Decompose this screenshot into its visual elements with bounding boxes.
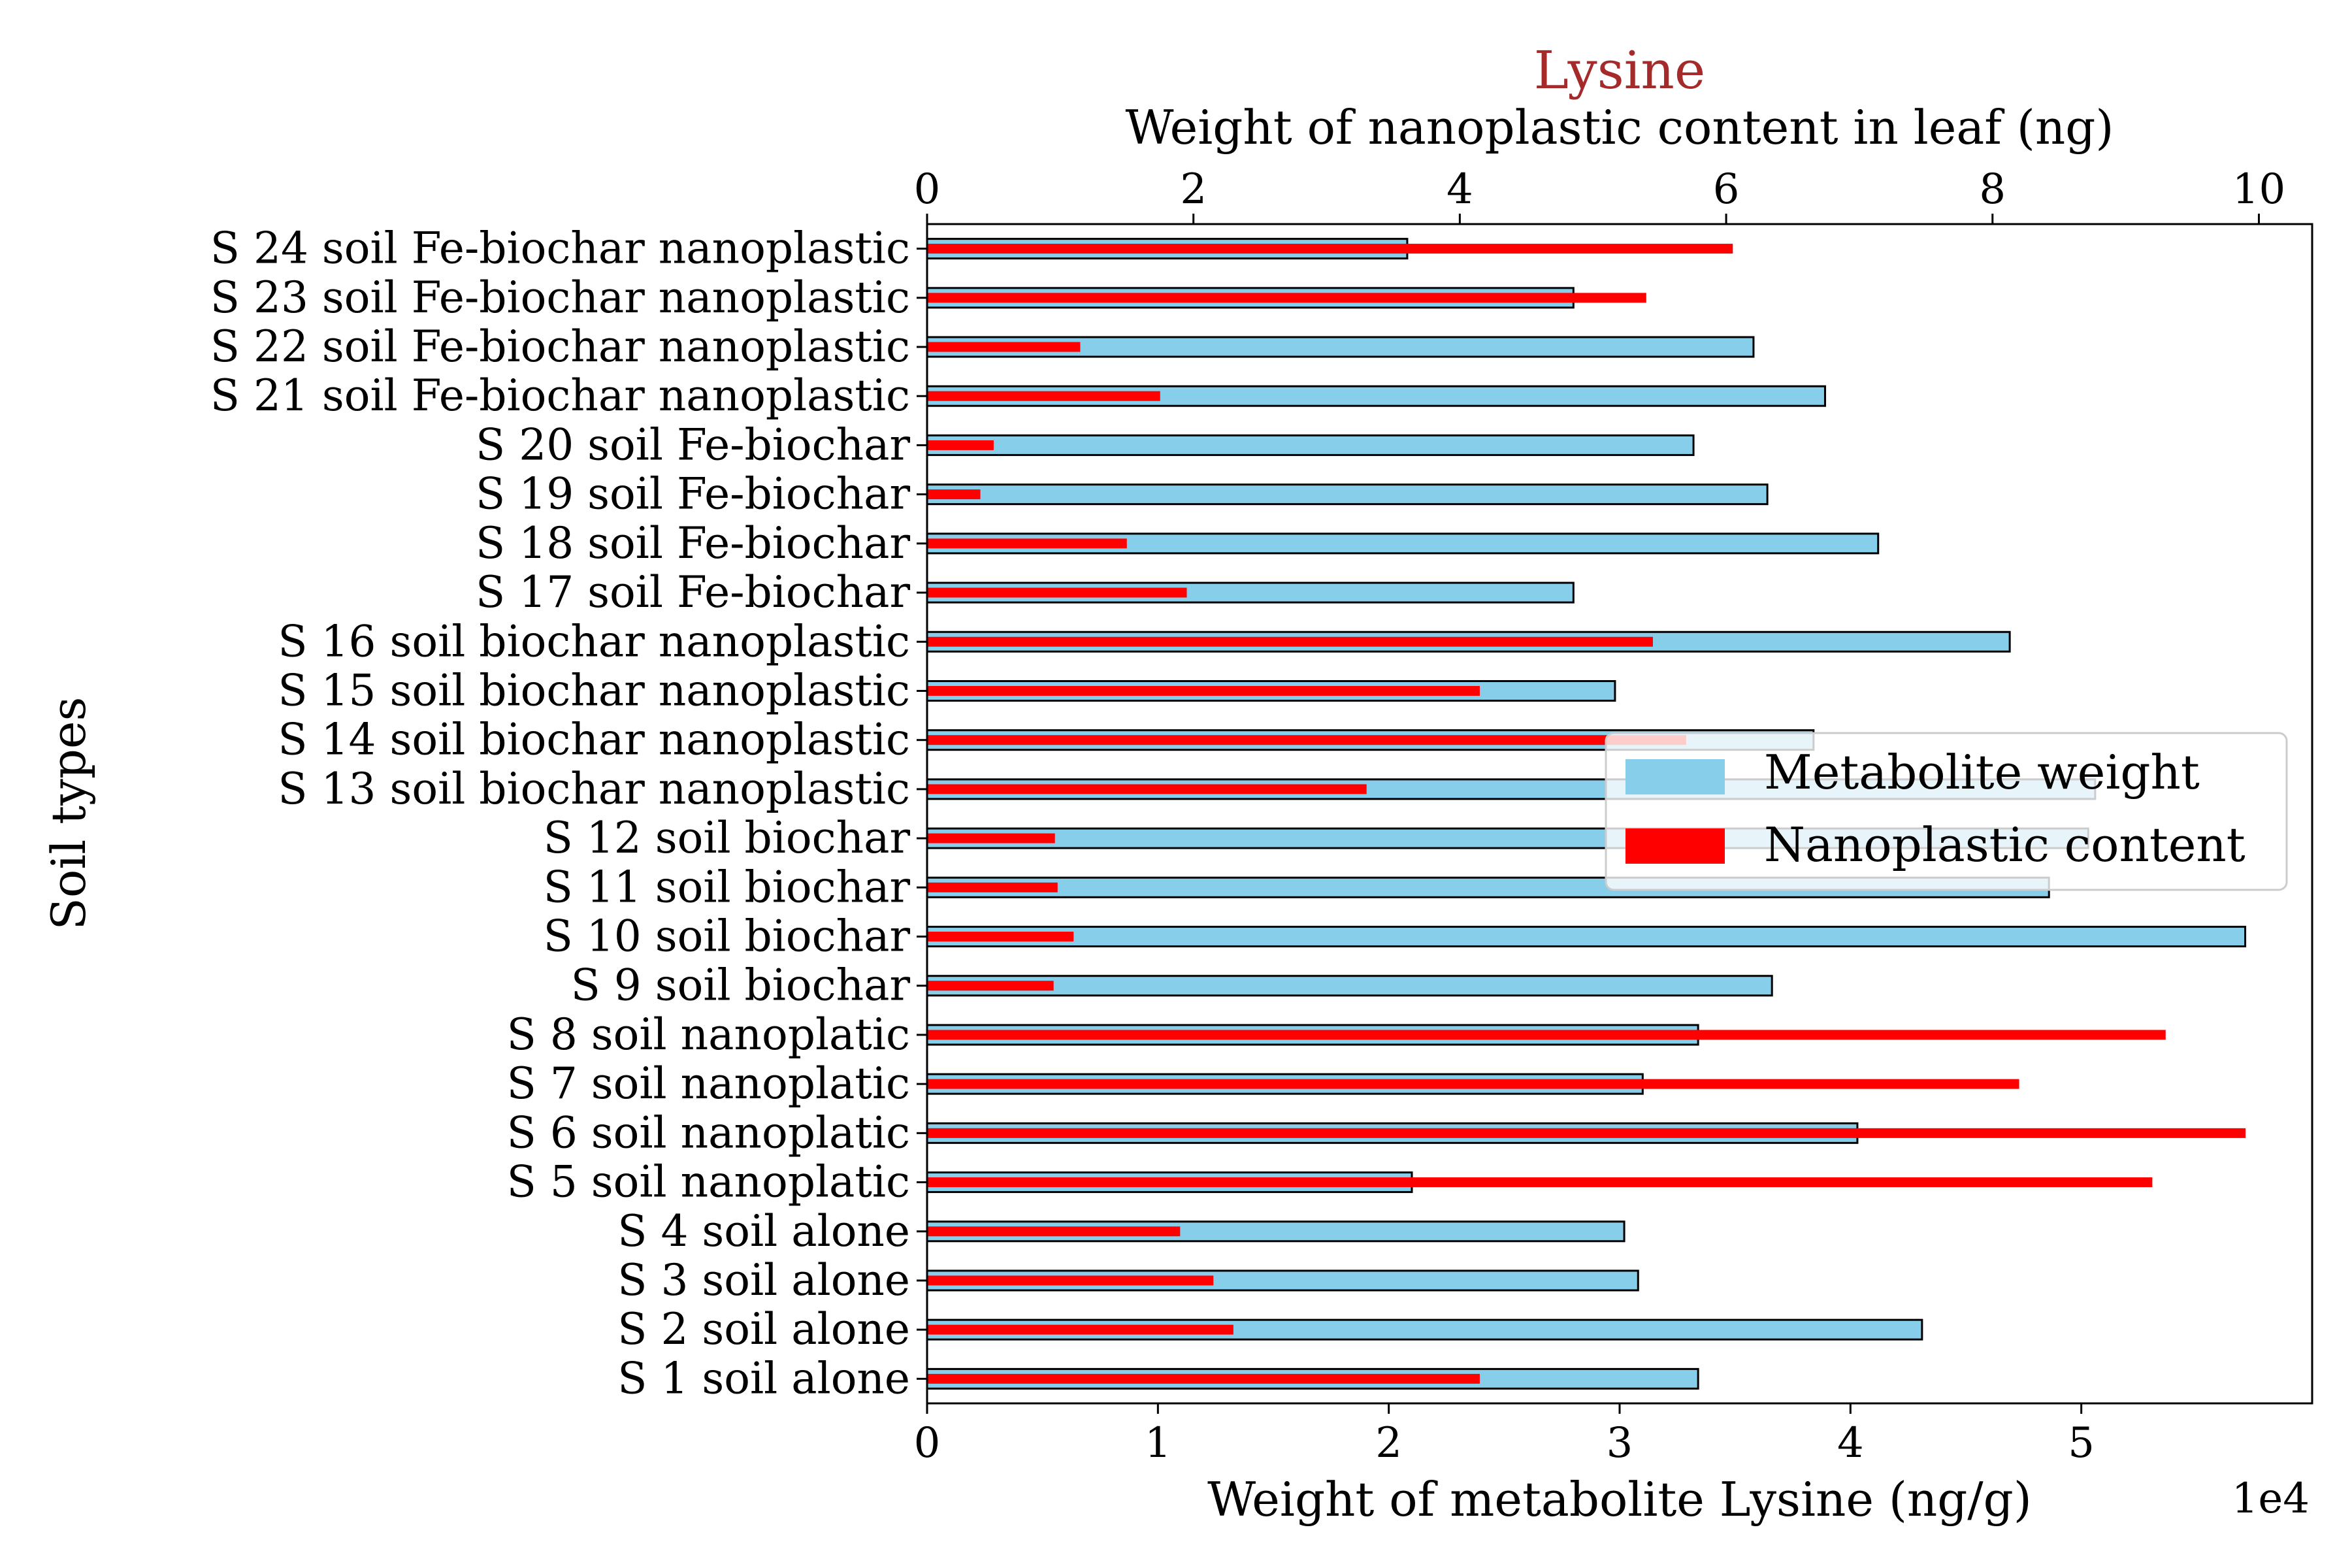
nanoplastic-bar bbox=[927, 587, 1187, 598]
y-tick-label: S 7 soil nanoplatic bbox=[507, 1058, 910, 1109]
bottom-tick-label: 4 bbox=[1837, 1419, 1864, 1467]
y-tick-label: S 15 soil biochar nanoplastic bbox=[278, 665, 910, 715]
y-tick-label: S 13 soil biochar nanoplastic bbox=[278, 764, 910, 814]
y-tick-label: S 18 soil Fe-biochar bbox=[476, 518, 910, 568]
nanoplastic-bar bbox=[927, 1373, 1480, 1384]
y-tick-label: S 10 soil biochar bbox=[544, 911, 911, 962]
y-tick-label: S 14 soil biochar nanoplastic bbox=[278, 715, 910, 765]
y-tick-label: S 4 soil alone bbox=[617, 1206, 910, 1256]
bottom-tick-label: 1 bbox=[1145, 1419, 1171, 1467]
nanoplastic-bar bbox=[927, 981, 1054, 991]
legend-label-metabolite: Metabolite weight bbox=[1764, 745, 2200, 800]
legend-swatch-metabolite bbox=[1625, 759, 1725, 794]
nanoplastic-bar bbox=[927, 244, 1733, 254]
top-axis-label: Weight of nanoplastic content in leaf (n… bbox=[1126, 100, 2114, 155]
y-tick-label: S 6 soil nanoplatic bbox=[507, 1107, 910, 1158]
nanoplastic-bar bbox=[927, 342, 1081, 352]
y-tick-label: S 8 soil nanoplatic bbox=[507, 1009, 910, 1060]
nanoplastic-bar bbox=[927, 636, 1653, 647]
legend-box bbox=[1605, 732, 2288, 891]
y-tick-label: S 16 soil biochar nanoplastic bbox=[278, 616, 910, 666]
bottom-tick-label: 3 bbox=[1607, 1419, 1633, 1467]
nanoplastic-bar bbox=[927, 932, 1074, 942]
y-tick-label: S 12 soil biochar bbox=[544, 813, 911, 863]
metabolite-bar bbox=[926, 483, 1769, 506]
nanoplastic-bar bbox=[927, 391, 1160, 401]
y-tick-label: S 1 soil alone bbox=[617, 1353, 910, 1403]
bottom-tick-label: 5 bbox=[2068, 1419, 2095, 1467]
y-tick-label: S 22 soil Fe-biochar nanoplastic bbox=[210, 321, 910, 372]
nanoplastic-bar bbox=[927, 685, 1480, 696]
y-tick-label: S 20 soil Fe-biochar bbox=[476, 419, 910, 470]
legend: Metabolite weight Nanoplastic content bbox=[1605, 732, 2288, 891]
nanoplastic-bar bbox=[927, 833, 1055, 843]
metabolite-bar bbox=[926, 975, 1773, 997]
nanoplastic-bar bbox=[927, 882, 1058, 892]
nanoplastic-bar bbox=[927, 1275, 1214, 1286]
y-tick-label: S 3 soil alone bbox=[617, 1255, 910, 1305]
nanoplastic-bar bbox=[927, 1079, 2019, 1089]
y-tick-label: S 11 soil biochar bbox=[544, 862, 911, 912]
top-tick-label: 2 bbox=[1180, 165, 1207, 214]
bottom-axis-offset-label: 1e4 bbox=[2232, 1475, 2310, 1523]
nanoplastic-bar bbox=[927, 1324, 1233, 1335]
nanoplastic-bar bbox=[927, 735, 1686, 745]
top-tick-label: 0 bbox=[914, 165, 941, 214]
metabolite-bar bbox=[926, 926, 2247, 948]
legend-swatch-nanoplastic bbox=[1625, 828, 1725, 864]
nanoplastic-bar bbox=[927, 1128, 2246, 1138]
nanoplastic-bar bbox=[927, 1177, 2153, 1188]
nanoplastic-bar bbox=[927, 784, 1367, 794]
bottom-tick-label: 0 bbox=[914, 1419, 941, 1467]
top-tick-label: 6 bbox=[1713, 165, 1740, 214]
metabolite-bar bbox=[926, 434, 1695, 456]
top-tick-label: 4 bbox=[1446, 165, 1473, 214]
y-tick-label: S 9 soil biochar bbox=[571, 960, 911, 1011]
top-tick-label: 10 bbox=[2232, 165, 2285, 214]
y-tick-label: S 24 soil Fe-biochar nanoplastic bbox=[210, 223, 910, 274]
nanoplastic-bars bbox=[927, 244, 2246, 1384]
y-tick-label: S 5 soil nanoplatic bbox=[507, 1157, 910, 1207]
nanoplastic-bar bbox=[927, 1030, 2166, 1040]
top-axis-ticks: 0 2 4 6 8 10 bbox=[914, 165, 2285, 224]
nanoplastic-bar bbox=[927, 1226, 1181, 1237]
bottom-tick-label: 2 bbox=[1375, 1419, 1402, 1467]
nanoplastic-bar bbox=[927, 293, 1646, 303]
y-tick-label: S 17 soil Fe-biochar bbox=[476, 567, 910, 617]
nanoplastic-bar bbox=[927, 489, 981, 500]
y-tick-label: S 19 soil Fe-biochar bbox=[476, 469, 910, 519]
legend-label-nanoplastic: Nanoplastic content bbox=[1764, 817, 2246, 872]
nanoplastic-bar bbox=[927, 538, 1127, 549]
top-tick-label: 8 bbox=[1979, 165, 2006, 214]
y-axis-label: Soil types bbox=[41, 697, 96, 930]
bottom-axis-ticks: 0 1 2 3 4 5 bbox=[914, 1403, 2095, 1467]
y-tick-label: S 21 soil Fe-biochar nanoplastic bbox=[210, 370, 910, 421]
bottom-axis-label: Weight of metabolite Lysine (ng/g) bbox=[1207, 1472, 2032, 1527]
y-tick-label: S 23 soil Fe-biochar nanoplastic bbox=[210, 272, 910, 323]
nanoplastic-bar bbox=[927, 440, 994, 450]
chart-title: Lysine bbox=[1534, 40, 1705, 101]
y-tick-label: S 2 soil alone bbox=[617, 1304, 910, 1354]
